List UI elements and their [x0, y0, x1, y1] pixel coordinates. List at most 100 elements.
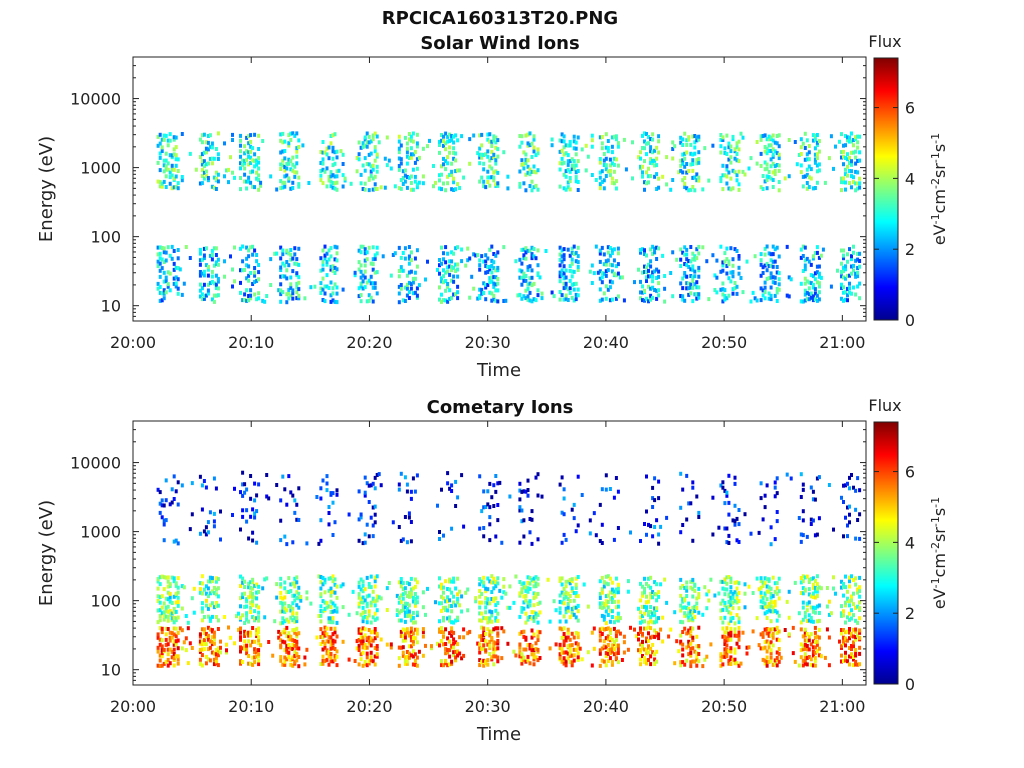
heatmap-cell: [827, 483, 831, 487]
heatmap-cell: [488, 629, 492, 634]
heatmap-cell: [801, 574, 805, 579]
heatmap-cell: [651, 595, 655, 600]
heatmap-cell: [456, 274, 460, 279]
heatmap-cell: [526, 589, 530, 594]
heatmap-cell: [801, 591, 805, 596]
heatmap-cell: [811, 591, 815, 596]
heatmap-cell: [854, 651, 858, 656]
heatmap-cell: [639, 598, 642, 603]
heatmap-cell: [325, 152, 329, 157]
heatmap-cell: [518, 497, 522, 502]
colorbar-tick-label: 6: [905, 99, 915, 118]
heatmap-cell: [840, 286, 843, 290]
heatmap-cell: [283, 659, 287, 664]
heatmap-cell: [359, 299, 363, 304]
heatmap-cell: [458, 168, 462, 173]
heatmap-cell: [576, 169, 580, 173]
heatmap-cell: [243, 579, 247, 584]
heatmap-cell: [377, 595, 381, 600]
heatmap-cell: [168, 609, 172, 613]
heatmap-cell: [448, 662, 452, 667]
heatmap-cell: [641, 164, 644, 169]
heatmap-cell: [442, 268, 445, 273]
heatmap-cell: [484, 505, 488, 509]
heatmap-cell: [454, 169, 458, 174]
heatmap-cell: [681, 250, 685, 255]
heatmap-cell: [174, 153, 178, 158]
heatmap-cell: [665, 515, 669, 520]
heatmap-cell: [777, 613, 781, 618]
heatmap-cell: [622, 298, 626, 303]
heatmap-cell: [805, 662, 809, 667]
heatmap-cell: [614, 638, 618, 643]
heatmap-cell: [496, 281, 500, 286]
heatmap-cell: [172, 497, 176, 501]
heatmap-cell: [844, 134, 847, 138]
heatmap-cell: [817, 139, 821, 144]
heatmap-cell: [279, 590, 283, 595]
heatmap-cell: [610, 144, 614, 149]
heatmap-cell: [172, 610, 176, 615]
heatmap-cell: [496, 250, 500, 255]
heatmap-cell: [257, 638, 261, 643]
heatmap-cell: [829, 284, 833, 289]
heatmap-cell: [399, 618, 403, 623]
heatmap-cell: [293, 252, 297, 257]
heatmap-cell: [251, 169, 255, 174]
heatmap-cell: [811, 138, 815, 143]
heatmap-cell: [733, 661, 737, 666]
heatmap-cell: [558, 167, 562, 172]
heatmap-cell: [600, 658, 604, 663]
heatmap-cell: [773, 140, 777, 145]
heatmap-cell: [689, 646, 693, 651]
heatmap-cell: [174, 609, 178, 614]
heatmap-cell: [293, 584, 297, 589]
heatmap-cell: [164, 185, 168, 189]
heatmap-cell: [856, 266, 860, 270]
heatmap-cell: [689, 151, 693, 156]
heatmap-cell: [415, 248, 419, 253]
heatmap-cell: [335, 595, 339, 600]
heatmap-cell: [761, 634, 765, 639]
heatmap-cell: [208, 253, 212, 258]
heatmap-cell: [287, 604, 291, 608]
heatmap-cell: [214, 615, 218, 619]
heatmap-cell: [444, 141, 448, 146]
heatmap-cell: [361, 163, 365, 168]
heatmap-cell: [409, 489, 413, 494]
heatmap-cell: [172, 652, 176, 656]
heatmap-cell: [329, 246, 333, 251]
heatmap-cell: [614, 264, 618, 269]
heatmap-cell: [558, 149, 562, 154]
heatmap-cell: [647, 262, 650, 267]
heatmap-cell: [852, 644, 855, 649]
heatmap-cell: [767, 143, 771, 148]
heatmap-cell: [769, 263, 773, 268]
heatmap-cell: [401, 587, 405, 592]
heatmap-cell: [751, 629, 755, 634]
heatmap-cell: [492, 284, 496, 289]
heatmap-cell: [335, 267, 339, 272]
heatmap-cell: [610, 609, 614, 614]
heatmap-cell: [440, 276, 443, 281]
heatmap-cell: [815, 264, 819, 269]
heatmap-cell: [856, 251, 860, 256]
heatmap-cell: [172, 620, 176, 625]
heatmap-cell: [733, 629, 737, 634]
heatmap-cell: [335, 285, 339, 290]
heatmap-cell: [253, 273, 257, 278]
heatmap-cell: [283, 487, 287, 492]
heatmap-cell: [763, 627, 767, 632]
heatmap-cell: [478, 600, 482, 605]
heatmap-cell: [815, 133, 819, 137]
heatmap-cell: [249, 288, 253, 293]
heatmap-cell: [639, 248, 642, 252]
heatmap-cell: [649, 585, 653, 590]
heatmap-cell: [251, 599, 255, 604]
heatmap-cell: [570, 631, 574, 636]
heatmap-cell: [490, 580, 494, 585]
heatmap-cell: [600, 180, 604, 184]
heatmap-cell: [156, 579, 160, 584]
heatmap-cell: [602, 617, 606, 622]
heatmap-cell: [813, 625, 817, 630]
